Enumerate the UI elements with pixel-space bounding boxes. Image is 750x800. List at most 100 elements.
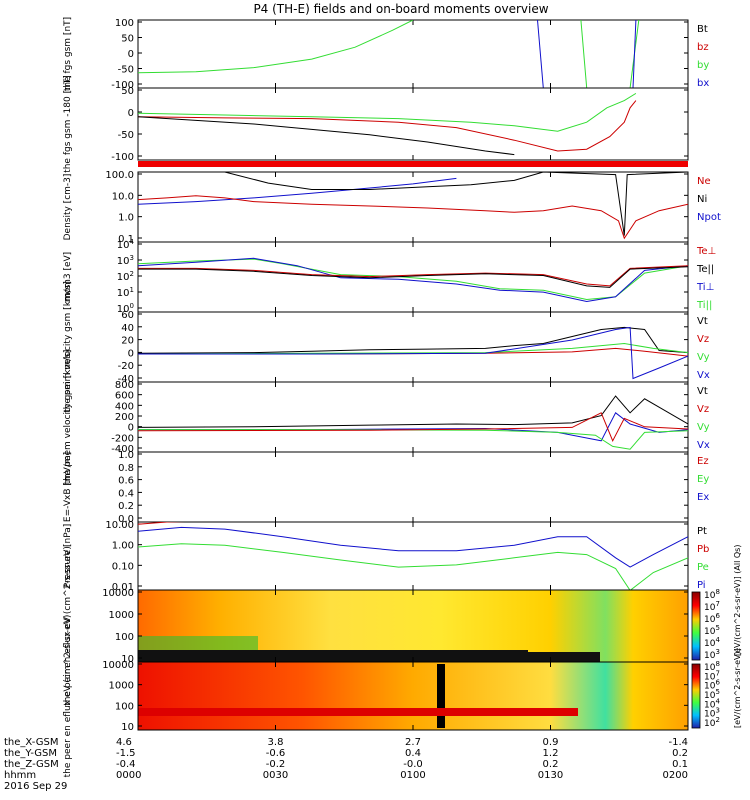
series-vz-line: [138, 412, 688, 442]
y-tick-label: 100: [115, 632, 134, 643]
series-group: [138, 20, 640, 88]
x-axis-value: 0000: [116, 770, 141, 781]
spectrogram-low-energy-gap: [520, 652, 600, 662]
series-vy-line: [138, 342, 688, 355]
series-pi-line: [138, 526, 688, 568]
x-axis-date: 2016 Sep 29: [4, 781, 67, 792]
legend-vy-label: Vy: [697, 352, 710, 363]
y-tick-label: 10000: [102, 660, 134, 671]
legend-te⊥-label: Te⊥: [696, 246, 716, 257]
x-axis-value: 2.7: [405, 737, 421, 748]
x-axis-value: 0100: [400, 770, 425, 781]
series-ti⊥-line: [138, 257, 688, 303]
legend-ni-label: Ni: [697, 194, 707, 205]
y-tick-label: 104: [117, 238, 135, 251]
y-axis-label: the peem velocity gsm [km/s]: [63, 350, 73, 485]
y-tick-label: 102: [117, 270, 134, 283]
legend-bt-label: Bt: [697, 24, 708, 35]
y-axis-label: the fgs gsm [nT]: [63, 17, 73, 91]
panel-8: 10.00 1.00 0.10 0.01 Pressure [nPa] Pt Pb Pe Pi: [63, 520, 709, 593]
legend-ne-label: Ne: [697, 176, 711, 187]
spectrogram: [138, 662, 688, 730]
x-axis-value: -1.5: [116, 748, 136, 759]
series-bx-line: [632, 20, 637, 88]
y-tick-label: 10: [121, 654, 134, 665]
y-tick-label: -50: [118, 65, 134, 76]
y-tick-label: 10: [121, 722, 134, 733]
legend-ti||-label: Ti||: [696, 300, 712, 311]
panel-frame: [137, 19, 689, 89]
legend-pt-label: Pt: [697, 526, 707, 537]
x-axis-value: -0.0: [403, 759, 423, 770]
y-tick-label: -100: [111, 80, 134, 91]
panel-frame: [137, 241, 689, 313]
x-axis-value: 0.2: [543, 759, 559, 770]
x-axis-value: 0.4: [405, 748, 421, 759]
series-vx-line: [138, 412, 688, 442]
x-axis-row-label: hhmm: [4, 770, 36, 781]
y-axis-label: E=-VxB [mV/m]: [63, 452, 73, 522]
y-tick-label: 200: [115, 412, 134, 423]
legend-pe-label: Pe: [697, 562, 709, 573]
spectrogram-green-band: [138, 636, 258, 650]
y-axis-label: mom3 [eV]: [63, 252, 73, 302]
panel-frame: [137, 311, 689, 383]
series-pe-line: [138, 543, 688, 590]
legend-bz-label: bz: [697, 42, 709, 53]
series-by-line: [138, 20, 414, 74]
y-axis-label: the fgs gsm -180 [nT]: [63, 75, 73, 173]
x-axis-row-label: the_X-GSM: [4, 737, 58, 748]
x-axis-value: 4.6: [116, 737, 132, 748]
series-npot-line: [138, 177, 457, 205]
colorbar-label: [eV/(cm^2-s-sr-eV)]: [733, 648, 742, 728]
series-vx-line: [138, 326, 688, 380]
panel-frame: [137, 451, 689, 523]
x-axis-value: 1.2: [543, 748, 559, 759]
y-tick-label: 1.0: [118, 450, 134, 461]
y-tick-label: 0.4: [118, 488, 134, 499]
series-pb-line: [138, 522, 186, 525]
y-tick-label: 20: [121, 336, 134, 347]
x-axis-value: 0200: [663, 770, 688, 781]
y-tick-label: 0: [128, 348, 134, 359]
series-group: [138, 257, 688, 303]
y-tick-label: 40: [121, 323, 134, 334]
y-tick-label: -50: [118, 130, 134, 141]
panel-2: 50 0 -50 -100 the fgs gsm -180 [nT]: [63, 75, 689, 173]
legend-ti⊥-label: Ti⊥: [696, 282, 714, 293]
colorbar: [691, 663, 701, 729]
y-tick-label: 0.1: [118, 234, 134, 245]
y-tick-label: 0.10: [112, 561, 134, 572]
legend-pi-label: Pi: [697, 580, 706, 591]
x-axis-value: -0.2: [266, 759, 286, 770]
legend-by-label: by: [697, 60, 709, 71]
y-tick-label: 101: [117, 286, 134, 299]
legend-ez-label: Ez: [697, 456, 709, 467]
y-tick-label: 0.0: [118, 514, 134, 525]
y-tick-label: 0: [128, 108, 134, 119]
spectrogram-low-energy-gap: [138, 650, 528, 662]
y-tick-label: 103: [117, 254, 134, 267]
y-tick-label: 800: [115, 380, 134, 391]
x-axis-value: 0130: [538, 770, 563, 781]
y-tick-label: -40: [118, 374, 134, 385]
y-tick-label: 400: [115, 401, 134, 412]
y-tick-label: 100: [115, 701, 134, 712]
panel-3: 100.0 10.0 1.0 0.1 Density [cm-3] Ne Ni Npot: [63, 170, 721, 245]
series-red-line: [138, 100, 637, 152]
y-tick-label: 100: [115, 18, 134, 29]
y-axis-label: the peer en eflux eV (cm^2-s-sr-eV): [63, 615, 73, 778]
separator-band: [138, 161, 688, 167]
y-tick-label: -200: [111, 433, 134, 444]
series-ne-line: [138, 195, 688, 240]
y-tick-label: -100: [111, 152, 134, 163]
y-axis-label: the peim velocity gsm [km/s]: [63, 281, 73, 413]
x-axis-row-label: the_Y-GSM: [4, 748, 57, 759]
legend-vt-label: Vt: [697, 316, 708, 327]
y-tick-label: 0.2: [118, 501, 134, 512]
